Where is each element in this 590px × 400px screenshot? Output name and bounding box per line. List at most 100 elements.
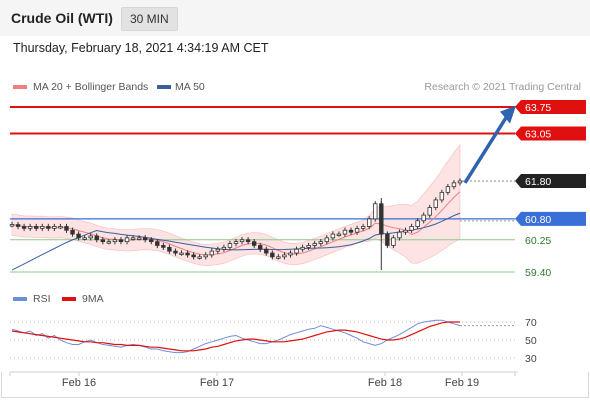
candle-body (385, 233, 390, 246)
price-label-box (515, 173, 586, 188)
candle-body (409, 226, 414, 231)
candle-body (197, 256, 202, 259)
candle-body (185, 252, 190, 256)
rsi-legend-label: RSI (33, 293, 51, 305)
candle-body (155, 241, 160, 246)
candle-body (245, 239, 251, 243)
candle-body (106, 241, 112, 244)
candle-body (191, 254, 196, 258)
candle-body (167, 246, 172, 252)
candle-body (451, 182, 457, 188)
candle-body (264, 248, 269, 254)
candle-body (76, 233, 81, 239)
candle-body (415, 220, 420, 227)
candle-body (318, 241, 323, 244)
candle-body (46, 226, 51, 229)
price-label-59-40: 59.40 (525, 267, 551, 279)
candle-body (130, 237, 136, 240)
candle-body (100, 239, 106, 243)
rsi-level-30: 30 (525, 353, 537, 365)
x-label-feb-16: Feb 16 (62, 377, 96, 389)
candle-body (239, 239, 245, 243)
candle-body (88, 235, 93, 239)
candle-body (391, 237, 396, 246)
ma20-legend-label: MA 20 + Bollinger Bands (33, 81, 148, 93)
widget-header: Crude Oil (WTI) 30 MIN (0, 0, 590, 36)
candle-body (360, 226, 366, 229)
timeframe-badge[interactable]: 30 MIN (121, 7, 178, 31)
instrument-title: Crude Oil (WTI) (11, 10, 113, 26)
candle-body (209, 250, 214, 256)
x-label-feb-18: Feb 18 (368, 377, 402, 389)
candle-body (21, 226, 27, 229)
candle-body (306, 245, 311, 248)
rsi-level-70: 70 (525, 317, 537, 329)
rsi-ma-line (11, 321, 460, 352)
candle-body (179, 252, 184, 255)
research-credit: Research © 2021 Trading Central (424, 81, 581, 93)
candle-body (348, 229, 354, 233)
candle-body (203, 254, 208, 258)
candle-body (354, 227, 360, 233)
candle-body (276, 256, 281, 259)
candle-body (173, 250, 178, 254)
x-label-feb-17: Feb 17 (200, 377, 234, 389)
ma50-legend-swatch (157, 85, 171, 89)
forecast-arrow (463, 105, 516, 184)
candle-body (15, 224, 21, 227)
candle-body (282, 254, 287, 258)
candle-body (270, 252, 275, 258)
rsi-panel: 70 50 30 (10, 317, 537, 365)
candle-body (342, 229, 348, 235)
price-label-63-05: 63.05 (525, 129, 551, 141)
price-label-60-80: 60.80 (525, 214, 551, 226)
x-label-feb-19: Feb 19 (445, 377, 479, 389)
candle-body (336, 233, 342, 236)
price-label-63-75: 63.75 (525, 102, 551, 114)
candle-body (324, 237, 330, 243)
ma20-line (11, 191, 461, 256)
price-label-box (515, 126, 586, 141)
price-levels (10, 106, 515, 273)
moving-averages (11, 191, 461, 271)
ma20-legend-swatch (13, 85, 27, 89)
candle-body (136, 237, 142, 240)
candle-body (9, 224, 15, 227)
candle-body (251, 241, 257, 246)
candle-body (373, 203, 378, 220)
x-axis: Feb 16 Feb 17 Feb 18 Feb 19 (9, 372, 516, 389)
candle-body (227, 243, 233, 248)
analysis-timestamp: Thursday, February 18, 2021 4:34:19 AM C… (13, 41, 269, 55)
candle-body (330, 233, 336, 239)
rsi-ma-legend-swatch (62, 297, 76, 301)
bollinger-band (11, 143, 461, 266)
rsi-line (11, 319, 461, 354)
candle-body (52, 226, 57, 229)
price-label-60-25: 60.25 (525, 235, 551, 247)
rsi-legend-swatch (13, 297, 27, 301)
candle-body (118, 239, 124, 243)
ma50-legend-label: MA 50 (175, 81, 205, 93)
candle-body (82, 237, 87, 240)
candle-body (300, 246, 305, 250)
candle-body (149, 239, 154, 243)
candle-body (70, 229, 75, 235)
price-label-box (515, 100, 586, 114)
candle-body (427, 207, 432, 216)
candle-body (215, 248, 221, 252)
candle-body (27, 226, 33, 229)
candle-body (124, 237, 130, 243)
ma50-line (11, 212, 461, 271)
candle-body (64, 226, 69, 231)
rsi-ma-legend-label: 9MA (82, 293, 104, 305)
candle-body (142, 237, 148, 241)
candle-body (161, 245, 166, 248)
candle-body (112, 239, 118, 243)
candle-body (258, 245, 263, 250)
candle-body (433, 199, 438, 208)
candle-body (221, 246, 227, 250)
candle-body (397, 231, 402, 239)
candle-body (421, 214, 426, 222)
candle-body (312, 243, 317, 246)
